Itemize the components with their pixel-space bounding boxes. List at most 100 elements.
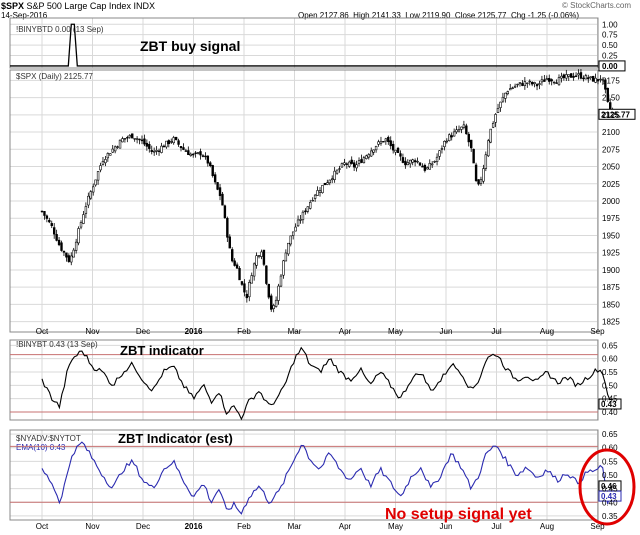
candle-body: [482, 168, 485, 182]
candle-body: [131, 133, 134, 139]
candle-body: [104, 159, 107, 164]
candle-body: [99, 165, 102, 171]
candle-body: [521, 83, 524, 86]
candle-body: [548, 78, 551, 82]
candle-body: [231, 249, 234, 262]
price-legend: $SPX (Daily) 2125.77: [16, 72, 93, 81]
candle-body: [255, 255, 258, 266]
tick-label: 2100: [602, 128, 620, 137]
candle-body: [282, 260, 285, 276]
candle-body: [565, 74, 568, 79]
candle-body: [589, 76, 592, 78]
indicator-line: [41, 346, 613, 421]
candle-body: [382, 141, 385, 143]
candle-body: [218, 187, 222, 196]
candle-body: [530, 81, 534, 85]
candle-body: [535, 84, 539, 87]
candle-body: [377, 141, 380, 145]
candle-body: [350, 159, 353, 164]
candle-body: [457, 129, 461, 132]
panel-frames: [9, 17, 599, 521]
last-price-box: [598, 108, 636, 120]
candle-body: [128, 135, 131, 138]
candle-body: [411, 159, 414, 163]
candle-body: [418, 162, 422, 166]
indicator-line: [41, 441, 614, 515]
signal-tick-labels: 0.25 0.500.75 1.00: [602, 20, 618, 60]
candle-body: [543, 79, 546, 82]
candle-body: [274, 299, 278, 307]
candle-body: [265, 265, 268, 284]
candle-body: [296, 219, 300, 227]
month-label-bottom: May: [388, 522, 403, 531]
high-value: High 2141.33: [353, 11, 401, 20]
candle-body: [550, 79, 553, 82]
panel-frame: [9, 69, 599, 333]
month-label-top: Jun: [440, 327, 453, 336]
candle-body: [109, 153, 112, 156]
candle-body: [450, 135, 453, 138]
candle-body: [528, 80, 531, 83]
candle-body: [421, 165, 424, 168]
candle-body: [43, 211, 46, 216]
month-axis: Oct Oct Nov Nov Dec Dec 2016 2016 Feb Feb Mar Mar Ap…: [36, 327, 605, 531]
candle-body: [423, 164, 427, 171]
candle-body: [335, 169, 339, 174]
candle-body: [323, 182, 327, 186]
signal-legend: !BINYBTD 0.00 (13 Sep): [16, 25, 104, 34]
candle-body: [587, 77, 590, 80]
candle-body: [123, 138, 127, 140]
candle-body: [279, 275, 283, 287]
candle-body: [72, 249, 75, 258]
candle-body: [287, 242, 290, 255]
candle-body: [177, 140, 180, 145]
candle-body: [367, 154, 370, 158]
candle-body: [467, 133, 470, 143]
candle-body: [306, 206, 310, 212]
candle-body: [460, 126, 463, 130]
candle-body: [362, 157, 366, 164]
candle-body: [150, 150, 153, 152]
tick-label: 0.65: [602, 430, 618, 439]
tick-label: 0.65: [602, 341, 618, 350]
last-price-label: 2125.77: [601, 110, 630, 119]
candle-body: [140, 139, 144, 142]
candle-body: [574, 75, 578, 77]
candle-body: [555, 82, 558, 84]
candle-body: [82, 214, 85, 224]
candle-body: [348, 161, 351, 167]
candle-body: [96, 171, 100, 181]
candle-body: [199, 151, 202, 156]
candle-body: [52, 227, 56, 235]
candle-body: [374, 145, 378, 151]
candle-body: [379, 140, 383, 144]
tick-label: 1975: [602, 214, 620, 223]
candle-body: [216, 182, 219, 190]
candle-body: [294, 226, 297, 232]
candle-body: [399, 153, 402, 157]
candle-body: [167, 140, 171, 145]
candle-body: [228, 236, 231, 249]
candle-body: [428, 163, 431, 170]
candle-body: [426, 167, 429, 170]
tick-label: 0.40: [602, 408, 618, 417]
candle-body: [465, 125, 468, 135]
candle-body: [396, 147, 400, 154]
candle-body: [116, 146, 119, 148]
tick-label: 2125: [602, 111, 620, 120]
signal-line: [10, 23, 598, 67]
candle-body: [272, 305, 275, 309]
red-highlight-circle: [578, 448, 636, 526]
candle-body: [89, 191, 92, 199]
candle-body: [240, 281, 244, 285]
candle-body: [484, 154, 488, 169]
tick-label: 1900: [602, 266, 620, 275]
close-value: Close 2125.77: [454, 11, 507, 20]
candle-body: [567, 74, 570, 77]
candle-body: [267, 283, 270, 298]
candle-body: [226, 217, 229, 238]
candle-body: [62, 250, 66, 253]
candle-body: [189, 153, 192, 156]
candle-body: [313, 194, 317, 199]
month-label-top: 2016: [185, 327, 203, 336]
